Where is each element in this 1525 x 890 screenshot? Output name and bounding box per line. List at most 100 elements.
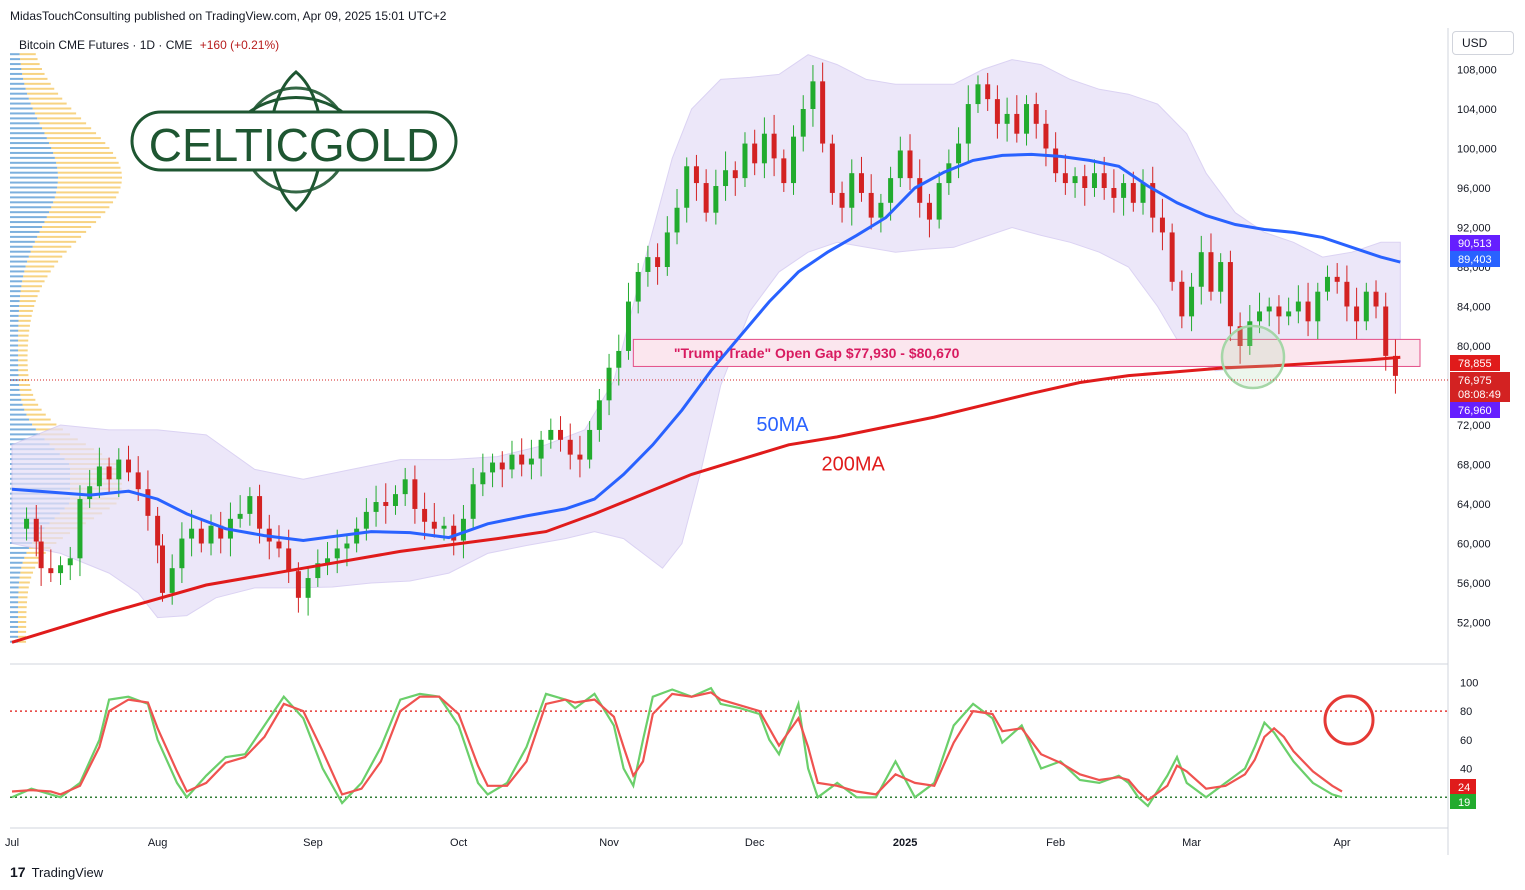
candle-body (1091, 173, 1097, 188)
volume-bar-up (10, 551, 27, 554)
celticgold-logo: CELTICGOLD (130, 70, 458, 213)
volume-bar-down (18, 319, 31, 322)
volume-bar-down (18, 314, 32, 317)
candle-body (1315, 291, 1321, 322)
currency-button[interactable]: USD (1452, 31, 1514, 55)
candle-body (713, 186, 719, 213)
volume-bar-up (10, 68, 22, 70)
price-tick-label: 56,000 (1457, 578, 1491, 590)
candle-body (897, 150, 903, 179)
volume-bar-down (18, 640, 27, 643)
candle-body (645, 257, 651, 272)
candle-body (1334, 276, 1340, 282)
candle-body (58, 565, 64, 574)
volume-bar-down (46, 216, 101, 219)
ma50-line (11, 152, 1401, 543)
gap-rectangle[interactable] (632, 338, 1421, 367)
candle-body (917, 178, 923, 203)
volume-bar-up (10, 606, 19, 609)
volume-bar-up (10, 621, 19, 623)
candle-body (1354, 306, 1360, 322)
candle-body (1383, 306, 1389, 356)
candle-body (1179, 281, 1185, 317)
volume-bar-up (10, 161, 57, 164)
tag-stoch-k: 19 (1458, 797, 1470, 809)
volume-bar-down (34, 240, 77, 243)
volume-bar-up (10, 601, 19, 604)
volume-bar-down (21, 68, 42, 70)
volume-bar-down (56, 161, 119, 164)
candle-body (1266, 306, 1272, 312)
candle-body (1140, 183, 1146, 203)
candle-body (684, 166, 690, 208)
volume-bar-down (19, 576, 32, 579)
volume-bar-down (18, 309, 33, 312)
candle-body (189, 528, 195, 539)
candle-body (693, 166, 699, 184)
candle-body (412, 479, 418, 509)
candle-body (1111, 188, 1117, 198)
volume-bar-down (18, 611, 27, 614)
candle-body (325, 558, 331, 564)
symbol-name[interactable]: Bitcoin CME Futures · 1D · CME (19, 38, 193, 52)
candle-body (218, 525, 224, 539)
candle-body (155, 515, 161, 546)
volume-bar-up (10, 625, 19, 628)
volume-bar-down (30, 102, 67, 105)
volume-bar-down (34, 112, 77, 115)
volume-bar-up (10, 122, 40, 125)
volume-bar-down (27, 260, 59, 263)
time-axis[interactable]: Jul Aug Sep Oct Nov Dec 2025 Feb Mar Apr (5, 837, 1351, 849)
candle-body (994, 99, 1000, 124)
volume-bar-down (18, 339, 29, 342)
volume-bar-up (10, 344, 19, 347)
volume-bar-up (10, 226, 43, 228)
volume-bar-up (10, 403, 23, 406)
volume-bar-up (10, 117, 38, 120)
candle-body (635, 271, 641, 302)
candle-body (247, 496, 253, 514)
volume-bar-up (10, 398, 22, 401)
volume-bar-up (10, 393, 21, 396)
candle-body (24, 518, 30, 529)
candle-body (169, 568, 175, 593)
candle-body (1130, 183, 1136, 203)
candle-body (402, 479, 408, 495)
candle-body (1024, 104, 1030, 134)
volume-bar-up (10, 556, 25, 559)
time-tick-label: Nov (599, 837, 619, 849)
candle-body (1392, 355, 1398, 376)
publisher-line: MidasTouchConsulting published on Tradin… (10, 9, 447, 23)
candle-body (839, 192, 845, 208)
candle-body (878, 202, 884, 218)
volume-bar-up (10, 166, 58, 169)
volume-bar-down (18, 329, 30, 332)
volume-bar-down (21, 398, 36, 401)
tag-ma200: 78,855 (1458, 358, 1492, 370)
time-tick-label: Sep (303, 837, 323, 849)
volume-bar-up (10, 630, 19, 633)
candle-body (1237, 326, 1243, 346)
volume-bar-up (10, 339, 19, 342)
candle-body (771, 133, 777, 159)
price-axis[interactable]: 52,00056,00060,00064,00068,00072,00076,0… (1457, 65, 1497, 630)
candle-body (985, 84, 991, 100)
volume-bar-up (10, 142, 50, 145)
candle-body (616, 350, 622, 368)
candle-body (373, 502, 379, 512)
candle-body (1344, 281, 1350, 307)
volume-bar-down (26, 413, 46, 416)
time-tick-label: Feb (1046, 837, 1065, 849)
volume-bar-down (18, 324, 30, 327)
candle-body (451, 525, 457, 541)
logo-wordmark: CELTICGOLD (149, 119, 440, 171)
candle-body (849, 173, 855, 208)
volume-bar-down (51, 147, 110, 149)
footer[interactable]: 17 TradingView (10, 864, 103, 880)
candle-body (499, 462, 505, 470)
candle-body (48, 568, 54, 574)
candle-body (392, 494, 398, 506)
volume-bar-up (10, 63, 21, 66)
candle-body (1082, 176, 1088, 188)
